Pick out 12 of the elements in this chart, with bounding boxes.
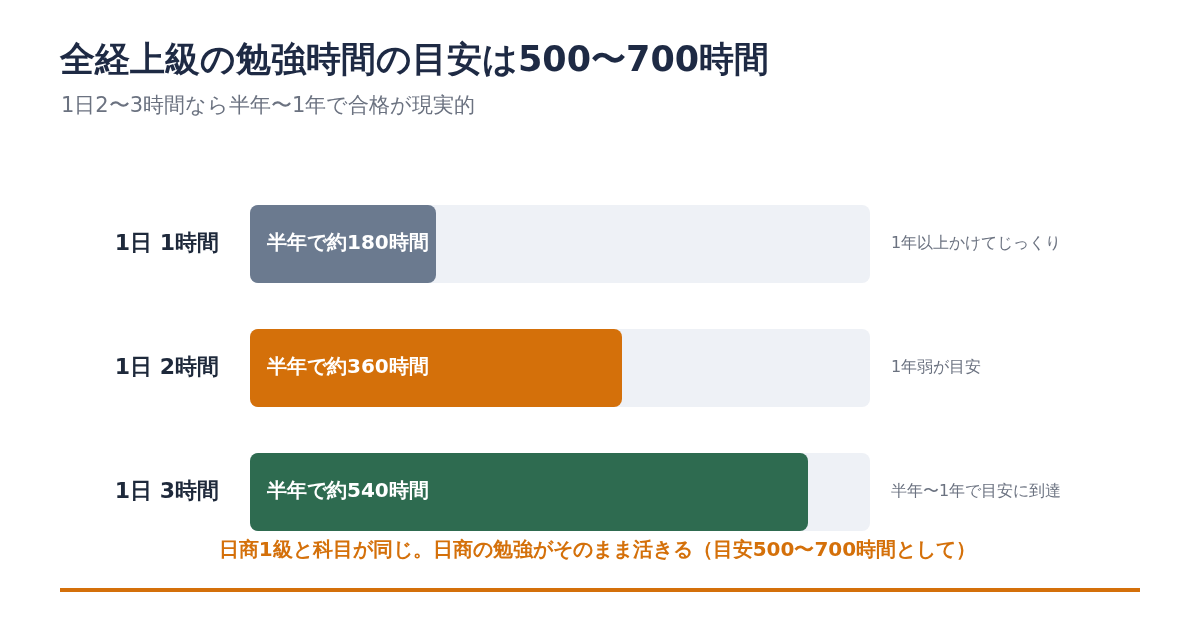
y-tick-label: 1日 3時間 — [114, 477, 219, 503]
data-label: 半年で約360時間 — [266, 354, 429, 379]
text: 1年弱が目安 — [891, 357, 982, 377]
chart-title: 全経上級の勉強時間の目安は500〜700時間 — [60, 38, 770, 81]
data-label: 半年で約180時間 — [266, 230, 429, 255]
text: 半年〜1年で目安に到達 — [891, 481, 1062, 501]
text: 1年以上かけてじっくり — [891, 233, 1062, 253]
annotation: 日商1級と科目が同じ。日商の勉強がそのまま活きる（目安500〜700時間として） — [217, 536, 978, 563]
data-label: 半年で約540時間 — [266, 478, 429, 503]
y-tick-label: 1日 2時間 — [114, 353, 219, 379]
chart-subtitle: 1日2〜3時間なら半年〜1年で合格が現実的 — [61, 92, 476, 119]
y-tick-label: 1日 1時間 — [114, 229, 219, 255]
